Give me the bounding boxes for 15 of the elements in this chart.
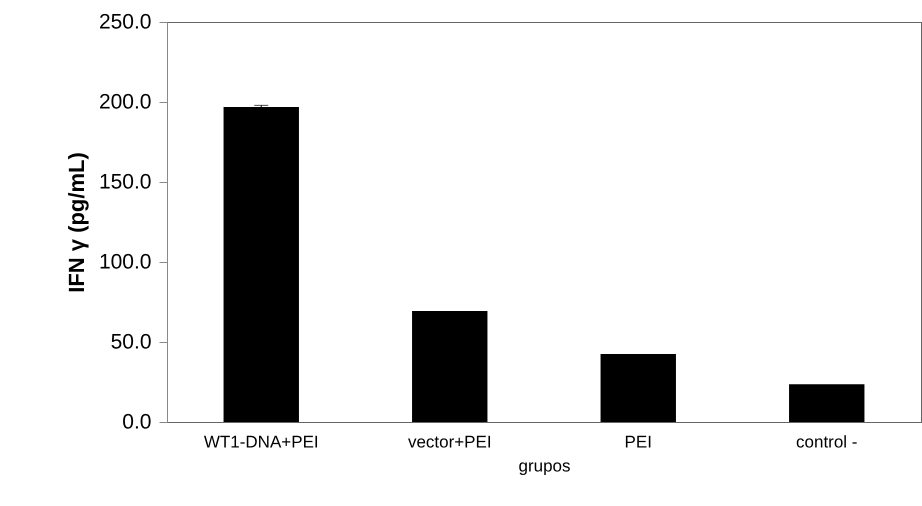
bar xyxy=(412,310,488,422)
y-tick-label: 200.0 xyxy=(98,90,152,114)
x-tick-label: vector+PEI xyxy=(408,432,492,452)
y-tick-label: 250.0 xyxy=(98,10,152,34)
bar xyxy=(600,354,676,422)
y-axis-title: IFN γ (pg/mL) xyxy=(64,152,89,293)
x-axis-title: grupos xyxy=(518,456,570,476)
bar xyxy=(789,384,864,422)
y-tick-label: 50.0 xyxy=(110,330,152,354)
x-tick-label: control - xyxy=(796,432,858,452)
y-tick-label: 150.0 xyxy=(98,170,152,194)
y-tick-label: 100.0 xyxy=(98,250,152,274)
y-tick-label: 0.0 xyxy=(122,410,152,434)
x-tick-label: WT1-DNA+PEI xyxy=(204,432,319,452)
x-tick-label: PEI xyxy=(624,432,652,452)
